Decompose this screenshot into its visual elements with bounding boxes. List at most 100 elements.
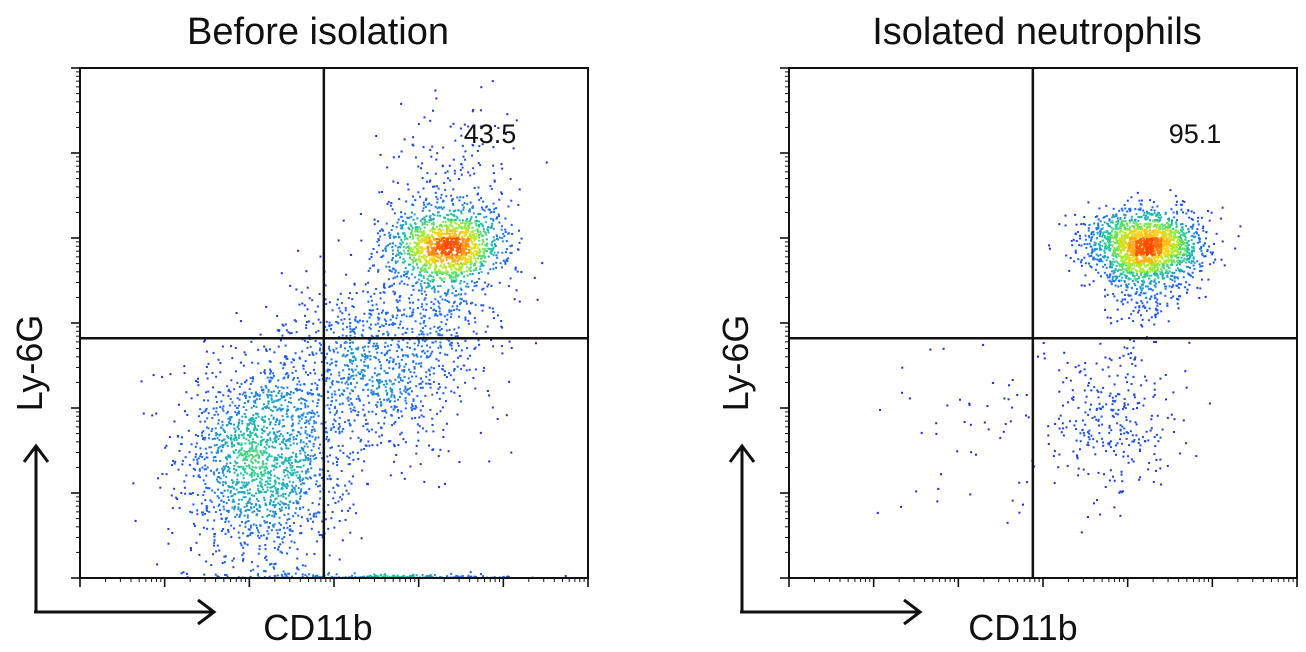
event-dot: [421, 386, 424, 389]
event-dot: [1185, 442, 1188, 445]
event-dot: [413, 213, 416, 216]
event-dot: [348, 368, 350, 371]
event-dot: [276, 458, 279, 461]
event-dot: [407, 277, 410, 280]
event-dot: [441, 298, 444, 301]
event-dot: [215, 459, 217, 462]
event-dot: [337, 427, 340, 430]
event-dot: [249, 474, 252, 477]
event-dot: [253, 405, 255, 407]
event-dot: [451, 248, 454, 250]
event-dot: [393, 422, 396, 425]
event-dot: [458, 395, 461, 398]
event-dot: [404, 212, 407, 215]
event-dot: [428, 209, 431, 212]
event-dot: [439, 448, 442, 451]
event-dot: [274, 498, 277, 501]
event-dot: [461, 246, 464, 249]
event-dot: [482, 369, 485, 372]
event-dot: [255, 514, 258, 517]
event-dot: [237, 421, 240, 424]
event-dot: [343, 377, 346, 379]
event-dot: [306, 341, 309, 343]
event-dot: [270, 562, 273, 565]
event-dot: [440, 328, 443, 330]
event-dot: [467, 574, 470, 577]
event-dot: [406, 283, 409, 286]
event-dot: [312, 442, 315, 445]
event-dot: [408, 368, 410, 371]
event-dot: [370, 252, 373, 255]
event-dot: [426, 245, 429, 248]
event-dot: [251, 511, 254, 514]
event-dot: [436, 152, 439, 155]
event-dot: [438, 241, 441, 244]
event-dot: [468, 249, 471, 252]
event-dot: [1106, 316, 1109, 319]
event-dot: [335, 380, 338, 383]
event-dot: [238, 412, 240, 415]
event-dot: [262, 488, 264, 491]
event-dot: [203, 468, 206, 471]
event-dot: [444, 217, 447, 219]
event-dot: [336, 464, 339, 467]
event-dot: [429, 386, 432, 389]
event-dot: [418, 362, 420, 365]
event-dot: [437, 387, 440, 390]
event-dot: [198, 469, 201, 472]
event-dot: [385, 249, 387, 252]
event-dot: [386, 345, 389, 348]
event-dot: [466, 217, 469, 220]
event-dot: [241, 415, 244, 418]
event-dot: [501, 251, 504, 254]
event-dot: [419, 250, 422, 252]
event-dot: [379, 404, 382, 407]
event-dot: [458, 233, 461, 236]
event-dot: [222, 409, 225, 412]
event-dot: [161, 472, 164, 475]
event-dot: [353, 282, 356, 285]
event-dot: [375, 347, 378, 350]
event-dot: [271, 524, 274, 527]
event-dot: [197, 475, 200, 478]
event-dot: [289, 459, 292, 462]
event-dot: [369, 295, 372, 298]
event-dot: [195, 453, 198, 456]
event-dot: [223, 508, 226, 511]
event-dot: [461, 166, 464, 169]
event-dot: [453, 368, 456, 370]
event-dot: [287, 506, 290, 509]
event-dot: [449, 248, 452, 250]
event-dot: [277, 477, 280, 480]
event-dot: [326, 455, 329, 458]
event-dot: [431, 417, 434, 420]
event-dot: [253, 506, 256, 508]
event-dot: [425, 239, 428, 242]
event-dot: [272, 416, 275, 419]
event-dot: [223, 555, 226, 558]
event-dot: [1072, 450, 1075, 453]
event-dot: [477, 257, 480, 260]
event-dot: [381, 380, 383, 383]
event-dot: [450, 313, 453, 316]
event-dot: [490, 188, 493, 190]
event-dot: [381, 324, 384, 327]
event-dot: [392, 235, 395, 238]
event-dot: [487, 226, 490, 229]
event-dot: [466, 203, 469, 206]
event-dot: [299, 476, 302, 479]
event-dot: [468, 233, 471, 235]
event-dot: [199, 408, 202, 411]
event-dot: [448, 256, 451, 259]
event-dot: [305, 324, 308, 327]
event-dot: [280, 409, 283, 412]
event-dot: [445, 294, 448, 297]
event-dot: [281, 575, 284, 578]
event-dot: [291, 474, 294, 477]
event-dot: [378, 317, 381, 320]
event-dot: [337, 500, 340, 503]
event-dot: [417, 165, 420, 168]
event-dot: [366, 291, 369, 294]
event-dot: [304, 564, 307, 567]
event-dot: [311, 400, 314, 403]
